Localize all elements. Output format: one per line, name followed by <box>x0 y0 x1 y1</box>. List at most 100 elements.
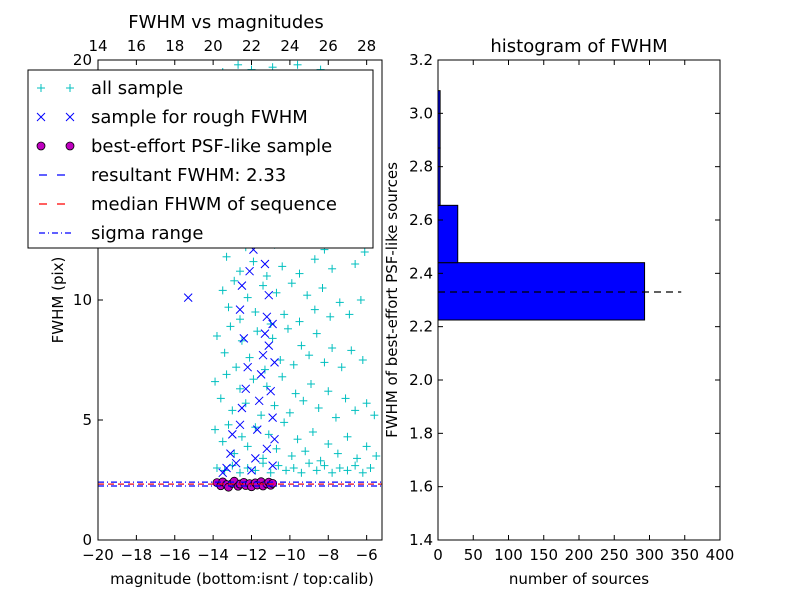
hist-x-tick-label-4: 200 <box>565 546 594 564</box>
point-x-17-d2 <box>256 370 266 379</box>
point-x-9-d2 <box>239 334 249 343</box>
point-plus-135 <box>301 447 310 456</box>
point-plus-60 <box>360 248 369 256</box>
point-plus-73 <box>303 291 312 300</box>
point-x-5-d2 <box>235 420 245 430</box>
point-plus-116 <box>324 387 333 396</box>
point-plus-152 <box>274 461 283 470</box>
point-x-20 <box>262 312 272 322</box>
top-x-tick-label-6: 26 <box>319 37 338 55</box>
point-plus-115 <box>314 404 323 412</box>
point-x-34 <box>218 468 228 478</box>
point-circle-20 <box>268 478 278 488</box>
point-plus-101 <box>216 394 225 403</box>
legend-label-2: best-effort PSF-like sample <box>91 136 332 157</box>
point-plus-91 <box>289 360 298 369</box>
point-plus-123 <box>218 437 227 446</box>
point-x-0-d2 <box>183 293 193 302</box>
x-tick-label-2: −16 <box>159 546 191 564</box>
point-x-3 <box>227 430 237 439</box>
point-plus-72 <box>295 317 304 326</box>
x-tick-label-1: −18 <box>121 546 153 564</box>
point-plus-57 <box>328 264 337 273</box>
point-plus-149 <box>251 466 260 475</box>
point-plus-151 <box>266 468 275 477</box>
point-plus-86 <box>253 327 262 336</box>
point-plus-140 <box>343 432 352 441</box>
histogram-bar-1 <box>437 204 459 264</box>
legend-marker-a-1 <box>36 112 46 122</box>
point-plus-159 <box>328 468 337 477</box>
scatter-title: FWHM vs magnitudes <box>128 12 323 33</box>
point-plus-147 <box>236 468 244 477</box>
legend-label-4: median FHWM of sequence <box>91 194 337 215</box>
point-plus-118 <box>341 394 350 403</box>
hist-y-tick-label-1: 1.6 <box>409 478 433 496</box>
point-x-22-d2 <box>260 259 270 269</box>
point-plus-55 <box>310 255 319 264</box>
point-plus-136 <box>308 428 317 436</box>
point-plus-113 <box>299 396 308 405</box>
hist-x-tick-label-3: 150 <box>529 546 558 564</box>
legend-label-1: sample for rough FWHM <box>91 107 308 128</box>
legend-marker-a-2 <box>36 141 46 151</box>
point-plus-148 <box>243 464 252 472</box>
legend-entry-1: sample for rough FWHM <box>36 107 308 128</box>
legend-entry-5: sigma range <box>39 223 203 244</box>
point-plus-80 <box>212 332 221 340</box>
hist-y-tick-label-3: 2.0 <box>409 371 433 389</box>
point-plus-97 <box>337 363 346 372</box>
x-tick-label-6: −8 <box>317 546 339 564</box>
point-plus-163 <box>358 468 367 477</box>
point-plus-161 <box>343 466 352 475</box>
point-x-11 <box>237 281 247 290</box>
point-plus-103 <box>228 406 237 415</box>
x-tick-label-4: −12 <box>236 546 268 564</box>
top-x-tick-label-4: 22 <box>242 37 261 55</box>
point-plus-133 <box>287 452 296 460</box>
point-plus-82 <box>226 322 235 331</box>
y-tick-label-1: 5 <box>82 411 92 429</box>
point-plus-110 <box>278 372 287 381</box>
point-plus-125 <box>230 449 239 458</box>
legend-label-0: all sample <box>91 78 183 99</box>
point-x-17 <box>256 370 266 379</box>
point-plus-43 <box>222 252 231 261</box>
point-x-5 <box>235 420 245 430</box>
legend-entries: all sample sample for rough FWHM best-effo… <box>36 78 337 244</box>
point-plus-62 <box>224 303 233 312</box>
point-plus-155 <box>297 468 306 477</box>
point-plus-160 <box>335 464 344 472</box>
point-plus-138 <box>324 440 333 448</box>
y-tick-label-4: 20 <box>73 51 92 69</box>
top-x-tick-label-2: 18 <box>165 37 184 55</box>
legend-marker-b-0 <box>66 84 74 92</box>
legend-entry-0: all sample <box>37 78 183 99</box>
x-tick-label-5: −10 <box>274 546 306 564</box>
legend-marker-a-0 <box>37 84 45 92</box>
point-x-19-d2 <box>260 329 270 338</box>
point-x-25 <box>268 461 277 470</box>
point-plus-53 <box>295 269 304 278</box>
point-x-21-d2 <box>264 290 274 300</box>
point-plus-61 <box>218 286 227 295</box>
point-x-34-d2 <box>218 468 228 478</box>
hist-x-tick-label-7: 350 <box>670 546 699 564</box>
point-x-6-d2 <box>237 403 247 413</box>
point-plus-112 <box>291 389 300 398</box>
histogram-y-label: FWHM of best-effort PSF-like sources <box>383 162 401 438</box>
point-plus-124 <box>224 420 233 429</box>
legend-entry-4: median FHWM of sequence <box>39 194 337 215</box>
point-plus-111 <box>285 408 294 417</box>
hist-x-tick-label-2: 100 <box>494 546 523 564</box>
hist-x-tick-label-6: 300 <box>635 546 664 564</box>
point-x-2 <box>226 449 235 458</box>
point-plus-47 <box>249 257 258 266</box>
point-plus-98 <box>347 346 356 355</box>
top-x-tick-label-0: 14 <box>88 37 107 55</box>
point-x-1 <box>222 463 231 473</box>
point-plus-71 <box>287 279 296 288</box>
point-x-11-d2 <box>237 281 247 290</box>
y-tick-label-0: 0 <box>82 531 92 549</box>
point-plus-119 <box>351 406 360 415</box>
